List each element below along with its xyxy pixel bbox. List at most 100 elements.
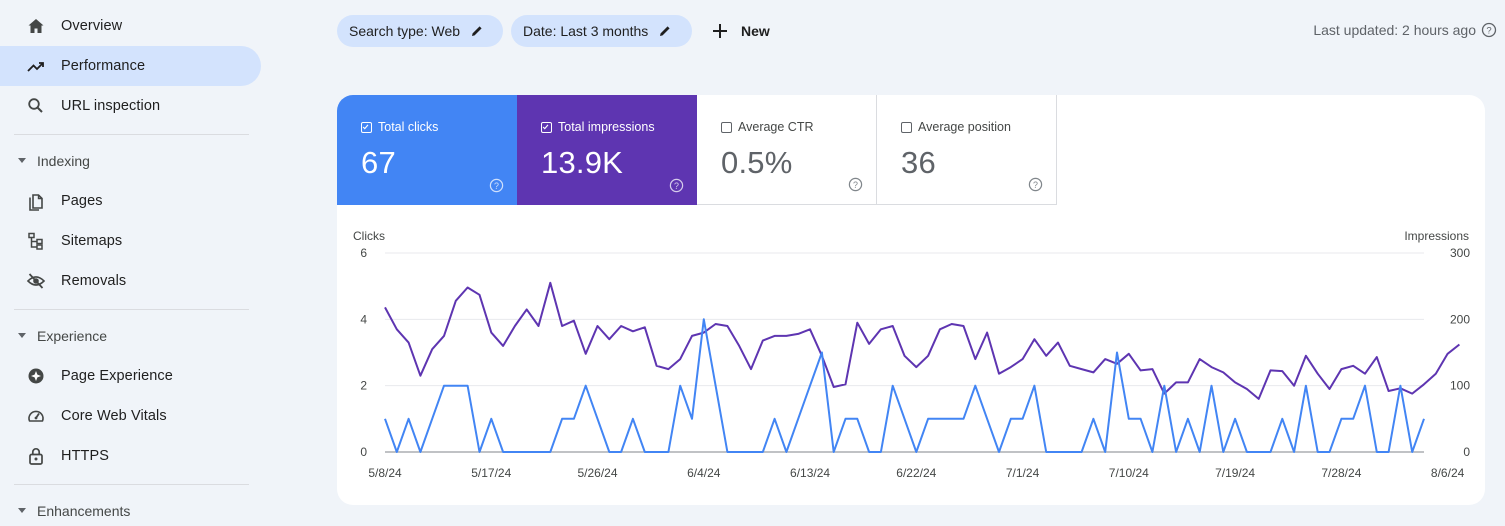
search-icon	[28, 98, 43, 113]
sidebar-item-overview[interactable]: Overview	[0, 6, 261, 46]
lock-icon	[29, 448, 43, 465]
help-icon[interactable]: ?	[1028, 177, 1043, 192]
gauge-icon	[28, 410, 44, 422]
sidebar-item-label: URL inspection	[61, 98, 161, 114]
home-icon	[28, 19, 44, 33]
chip-label: Search type: Web	[349, 23, 461, 39]
sidebar-item-label: Pages	[61, 193, 103, 209]
help-icon[interactable]: ?	[848, 177, 863, 192]
sidebar-item-url-inspection[interactable]: URL inspection	[0, 86, 261, 126]
x-tick-label: 7/28/24	[1321, 466, 1361, 480]
sidebar-item-label: Overview	[61, 18, 123, 34]
svg-text:?: ?	[853, 180, 858, 190]
metric-label: Total impressions	[541, 120, 655, 134]
sidebar-item-core-web-vitals[interactable]: Core Web Vitals	[0, 396, 261, 436]
sidebar-item-pages[interactable]: Pages	[0, 181, 261, 221]
metric-label-text: Total impressions	[558, 120, 655, 134]
y-tick-left: 0	[360, 445, 367, 459]
sidebar-divider	[14, 484, 249, 485]
section-indexing[interactable]: Indexing	[0, 146, 261, 176]
section-label: Enhancements	[37, 503, 131, 519]
caret-down-icon	[18, 508, 26, 513]
x-tick-label: 7/19/24	[1215, 466, 1255, 480]
date-filter-chip[interactable]: Date: Last 3 months	[511, 15, 692, 47]
sidebar: Overview Performance URL inspection Inde…	[0, 0, 265, 523]
caret-down-icon	[18, 158, 26, 163]
metric-label-text: Average position	[918, 120, 1011, 134]
x-tick-label: 6/22/24	[896, 466, 936, 480]
help-icon[interactable]: ?	[669, 178, 684, 193]
x-tick-label: 6/4/24	[687, 466, 721, 480]
section-experience[interactable]: Experience	[0, 321, 261, 351]
series-line-impressions	[384, 281, 1461, 400]
checkbox-checked-icon[interactable]	[361, 121, 372, 133]
x-tick-label: 5/8/24	[368, 466, 402, 480]
series-line-clicks	[384, 318, 1425, 453]
x-tick-label: 8/6/24	[1431, 466, 1465, 480]
section-label: Experience	[37, 328, 108, 344]
sidebar-item-label: Performance	[61, 58, 146, 74]
last-updated-text: Last updated: 2 hours ago	[1313, 22, 1476, 38]
new-filter-button[interactable]: New	[709, 16, 770, 46]
metric-label: Average CTR	[721, 120, 814, 134]
x-tick-label: 5/17/24	[471, 466, 511, 480]
metric-average-position[interactable]: Average position 36 ?	[877, 95, 1057, 205]
help-icon[interactable]: ?	[489, 178, 504, 193]
section-enhancements[interactable]: Enhancements	[0, 496, 261, 526]
svg-text:?: ?	[1033, 180, 1038, 190]
section-label: Indexing	[37, 153, 90, 169]
checkbox-unchecked-icon[interactable]	[901, 121, 912, 133]
x-tick-label: 5/26/24	[577, 466, 617, 480]
sidebar-divider	[14, 134, 249, 135]
x-tick-label: 6/13/24	[790, 466, 830, 480]
pages-icon	[29, 194, 43, 211]
performance-chart[interactable]: Clicks Impressions 0 0 2 100 4 200 6 300 5/8/24 5/1…	[337, 205, 1485, 505]
x-tick-label: 7/10/24	[1109, 466, 1149, 480]
x-tick-label: 7/1/24	[1006, 466, 1040, 480]
sidebar-item-label: HTTPS	[61, 448, 110, 464]
pencil-icon	[660, 26, 670, 36]
metric-total-clicks[interactable]: Total clicks 67 ?	[337, 95, 517, 205]
y-tick-right: 300	[1450, 246, 1470, 260]
checkbox-checked-icon[interactable]	[541, 121, 552, 133]
y-tick-left: 6	[360, 246, 367, 260]
y-tick-right: 200	[1450, 312, 1470, 326]
pencil-icon	[472, 26, 482, 36]
metric-label-text: Average CTR	[738, 120, 814, 134]
performance-card: Total clicks 67 ? Total impressions 13.9…	[337, 95, 1485, 505]
y-tick-right: 0	[1463, 445, 1470, 459]
metric-label-text: Total clicks	[378, 120, 439, 134]
trending-up-icon	[27, 62, 44, 72]
caret-down-icon	[18, 333, 26, 338]
metric-value: 13.9K	[541, 145, 624, 180]
svg-text:?: ?	[494, 181, 499, 191]
sidebar-item-label: Page Experience	[61, 368, 173, 384]
svg-text:?: ?	[674, 181, 679, 191]
plus-icon	[713, 24, 727, 38]
y-tick-left: 4	[360, 312, 367, 326]
sidebar-item-removals[interactable]: Removals	[0, 261, 261, 301]
checkbox-unchecked-icon[interactable]	[721, 121, 732, 133]
metric-value: 0.5%	[721, 145, 793, 180]
metric-label: Average position	[901, 120, 1011, 134]
search-type-filter-chip[interactable]: Search type: Web	[337, 15, 503, 47]
sidebar-item-sitemaps[interactable]: Sitemaps	[0, 221, 261, 261]
chip-label: Date: Last 3 months	[523, 23, 649, 39]
sidebar-item-performance[interactable]: Performance	[0, 46, 261, 86]
eye-off-icon	[26, 273, 46, 289]
sidebar-item-page-experience[interactable]: Page Experience	[0, 356, 261, 396]
sidebar-divider	[14, 309, 249, 310]
metric-value: 67	[361, 145, 396, 180]
metric-total-impressions[interactable]: Total impressions 13.9K ?	[517, 95, 697, 205]
help-icon[interactable]: ?	[1481, 22, 1497, 38]
metric-value: 36	[901, 145, 936, 180]
svg-text:?: ?	[1486, 26, 1491, 37]
sidebar-item-https[interactable]: HTTPS	[0, 436, 261, 476]
sidebar-item-label: Sitemaps	[61, 233, 123, 249]
metric-label: Total clicks	[361, 120, 438, 134]
sitemap-icon	[28, 232, 43, 250]
y-axis-left-label: Clicks	[353, 229, 385, 243]
metric-average-ctr[interactable]: Average CTR 0.5% ?	[697, 95, 877, 205]
new-filter-label: New	[741, 23, 770, 39]
sidebar-item-label: Core Web Vitals	[61, 408, 167, 424]
